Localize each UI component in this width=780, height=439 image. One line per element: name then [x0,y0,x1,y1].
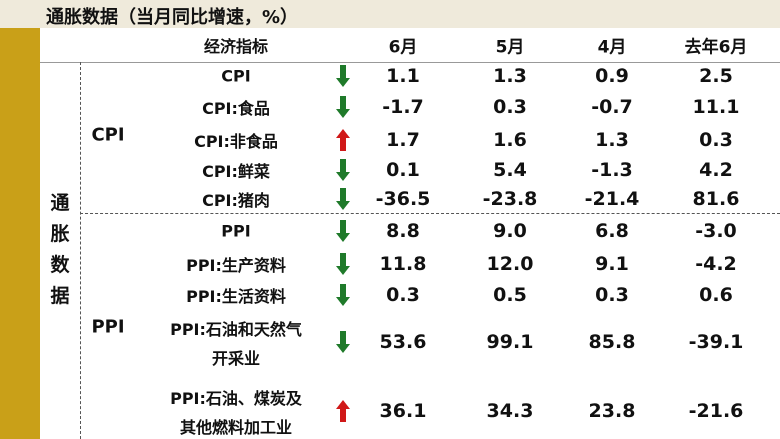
value: 2.5 [699,65,733,87]
value: 1.3 [595,129,629,151]
value: 36.1 [379,400,427,422]
value: -39.1 [688,331,744,353]
value: 8.8 [386,220,420,242]
value: -23.8 [482,188,538,210]
side-label: 通胀数据 [50,192,70,307]
column-header: 5月 [495,37,525,58]
value: 4.2 [699,159,733,181]
value: -3.0 [695,220,737,242]
group-label: CPI [91,124,125,146]
indicator: CPI:食品 [202,99,270,118]
value: 0.3 [386,284,420,306]
value: 1.7 [386,129,420,151]
header-rule [40,62,780,63]
arrow-down [336,220,350,242]
indicator: 开采业 [211,348,261,368]
value: 1.6 [493,129,527,151]
value: 0.1 [386,159,420,181]
value: -21.6 [688,400,744,422]
value: 1.3 [493,65,527,87]
arrow-down [336,159,350,181]
indicator: PPI [221,221,251,241]
value: 0.3 [493,96,527,118]
value: -4.2 [695,253,737,275]
side-bar [0,28,40,439]
value: -36.5 [375,188,431,210]
value: 53.6 [379,331,427,353]
value: 5.4 [493,159,527,181]
arrow-down [336,253,350,275]
title: 通胀数据（当月同比增速，%） [46,7,299,28]
value: 0.9 [595,65,629,87]
indicator: PPI:石油、煤炭及 [170,388,302,408]
value: 0.6 [699,284,733,306]
indicator: CPI:非食品 [194,132,278,151]
value: -0.7 [591,96,633,118]
value: 99.1 [486,331,534,353]
column-header: 经济指标 [203,37,269,56]
title-bar [0,0,780,28]
value: 11.1 [692,96,740,118]
group-label: PPI [91,316,125,338]
arrow-down [336,96,350,118]
indicator: CPI [221,66,251,86]
value: 6.8 [595,220,629,242]
indicator: PPI:生产资料 [186,256,286,275]
group-rule [80,62,81,439]
value: 1.1 [386,65,420,87]
value: 0.3 [699,129,733,151]
indicator: CPI:猪肉 [202,191,270,210]
arrow-up [336,129,350,151]
value: 81.6 [692,188,740,210]
group-divider [80,213,780,214]
arrow-down [336,284,350,306]
arrow-up [336,400,350,422]
indicator: CPI:鲜菜 [202,162,270,181]
arrow-down [336,188,350,210]
arrow-down [336,65,350,87]
arrow-down [336,331,350,353]
indicator: 其他燃料加工业 [179,417,293,437]
indicator: PPI:生活资料 [186,287,286,306]
column-header: 去年6月 [684,37,748,58]
value: 85.8 [588,331,636,353]
value: -1.7 [382,96,424,118]
value: 9.1 [595,253,629,275]
column-header: 4月 [597,37,627,58]
value: 23.8 [588,400,636,422]
indicator: PPI:石油和天然气 [170,319,302,339]
value: -21.4 [584,188,640,210]
value: -1.3 [591,159,633,181]
value: 0.3 [595,284,629,306]
value: 11.8 [379,253,427,275]
value: 0.5 [493,284,527,306]
value: 9.0 [493,220,527,242]
value: 34.3 [486,400,534,422]
value: 12.0 [486,253,534,275]
column-header: 6月 [388,37,418,58]
